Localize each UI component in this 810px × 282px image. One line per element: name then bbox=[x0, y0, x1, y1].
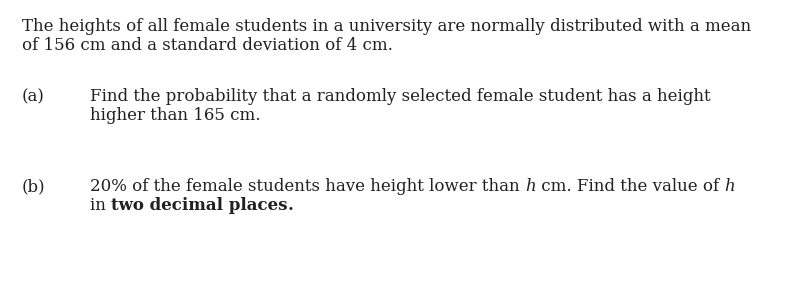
Text: cm. Find the value of: cm. Find the value of bbox=[535, 178, 724, 195]
Text: The heights of all female students in a university are normally distributed with: The heights of all female students in a … bbox=[22, 18, 751, 35]
Text: Find the probability that a randomly selected female student has a height: Find the probability that a randomly sel… bbox=[90, 88, 710, 105]
Text: h: h bbox=[525, 178, 535, 195]
Text: of 156 cm and a standard deviation of 4 cm.: of 156 cm and a standard deviation of 4 … bbox=[22, 37, 393, 54]
Text: in: in bbox=[90, 197, 111, 214]
Text: two decimal places: two decimal places bbox=[111, 197, 288, 214]
Text: 20% of the female students have height lower than: 20% of the female students have height l… bbox=[90, 178, 525, 195]
Text: (b): (b) bbox=[22, 178, 45, 195]
Text: higher than 165 cm.: higher than 165 cm. bbox=[90, 107, 261, 124]
Text: .: . bbox=[288, 197, 293, 214]
Text: h: h bbox=[724, 178, 735, 195]
Text: (a): (a) bbox=[22, 88, 45, 105]
